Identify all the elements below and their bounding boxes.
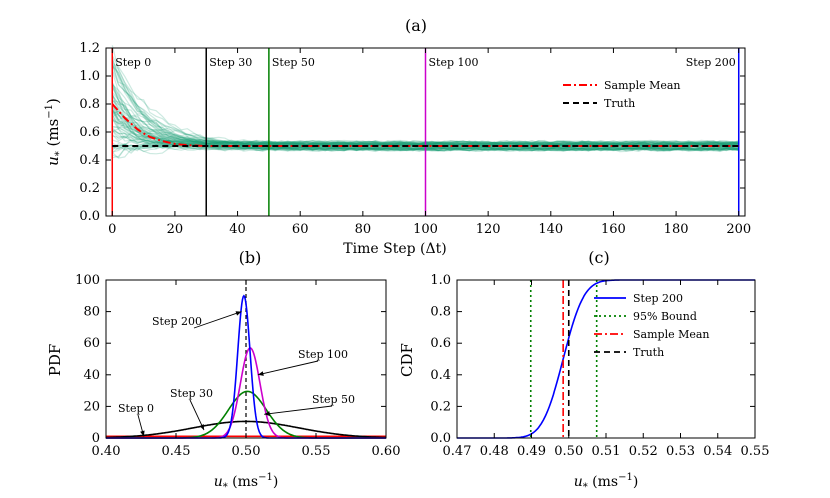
panel-a-ylabel: u* (ms−1) bbox=[44, 98, 65, 166]
annotation-step-30-arrowhead bbox=[199, 424, 204, 431]
panel-c-xtick-label: 0.55 bbox=[741, 444, 770, 459]
panel-b-xtick-label: 0.50 bbox=[232, 444, 261, 459]
panel-b-xtick-label: 0.60 bbox=[372, 444, 401, 459]
panel-c-ytick-label: 0.4 bbox=[430, 368, 451, 383]
annotation-step-100-label: Step 100 bbox=[298, 348, 348, 361]
panel-c-xtick-label: 0.49 bbox=[517, 444, 546, 459]
panel-c-frame bbox=[456, 279, 756, 439]
panel-a-xtick-label: 180 bbox=[664, 222, 689, 237]
panel-c-xtick-label: 0.52 bbox=[629, 444, 658, 459]
panel-b-ytick-label: 0 bbox=[92, 431, 100, 446]
annotation-step-50-arrowhead bbox=[264, 411, 270, 416]
annotation-step-0-label: Step 0 bbox=[118, 402, 154, 415]
panel-a-ytick-label: 0.4 bbox=[79, 153, 100, 168]
panel-b-ytick-label: 100 bbox=[75, 273, 100, 288]
panel-c-title: (c) bbox=[588, 248, 609, 267]
panel-a-xtick-label: 200 bbox=[726, 222, 751, 237]
panel-a-legend: Sample Mean Truth bbox=[563, 79, 681, 110]
panel-c-legend: Step 200 95% Bound Sample Mean Truth bbox=[594, 292, 710, 359]
annotation-step-200-arrowhead bbox=[235, 311, 242, 316]
panel-a-xlabel: Time Step (Δt) bbox=[343, 241, 446, 257]
panel-c-xtick-label: 0.50 bbox=[554, 444, 583, 459]
panel-c-ytick-label: 1.0 bbox=[430, 273, 451, 288]
panel-a-ytick-label: 0.6 bbox=[79, 125, 100, 140]
panel-b-xtick-label: 0.40 bbox=[92, 444, 121, 459]
panel-a-xtick-label: 40 bbox=[229, 222, 246, 237]
panel-c-ytick-label: 0.8 bbox=[430, 305, 451, 320]
pdf-step-30-curve bbox=[106, 420, 386, 439]
panel-a-chart: Step 0 Step 30 Step 50 Step 100 Step 200 0 20… bbox=[44, 41, 751, 257]
panel-c-xtick-label: 0.53 bbox=[666, 444, 695, 459]
step-label-step-30: Step 30 bbox=[209, 56, 252, 69]
panel-c-ytick-label: 0.6 bbox=[430, 336, 451, 351]
panel-a-xtick-label: 0 bbox=[108, 222, 116, 237]
annotation-step-50-arrow bbox=[264, 405, 333, 415]
panel-c-ytick-label: 0.0 bbox=[430, 431, 451, 446]
panel-a-ytick-label: 0.8 bbox=[79, 97, 100, 112]
step-label-step-50: Step 50 bbox=[272, 56, 315, 69]
annotation-step-100-arrowhead bbox=[257, 371, 264, 376]
panel-b-ytick-label: 80 bbox=[83, 305, 100, 320]
annotation-step-50-label: Step 50 bbox=[312, 393, 355, 406]
panel-c-xtick-label: 0.54 bbox=[703, 444, 732, 459]
panel-c-ylabel: CDF bbox=[398, 343, 416, 377]
panel-a-frame bbox=[105, 47, 746, 217]
cdf-step-200-curve bbox=[457, 279, 755, 439]
panel-a-xtick-label: 120 bbox=[476, 222, 501, 237]
panel-a-title: (a) bbox=[405, 16, 427, 35]
panel-b-xtick-label: 0.45 bbox=[162, 444, 191, 459]
panel-c-xtick-label: 0.51 bbox=[592, 444, 621, 459]
panel-b-frame bbox=[105, 279, 387, 439]
panel-c-xlabel: u* (ms−1) bbox=[574, 472, 639, 493]
annotation-step-200-label: Step 200 bbox=[152, 315, 202, 328]
panel-a-xtick-label: 100 bbox=[413, 222, 438, 237]
legend-c-sample-mean-label: Sample Mean bbox=[633, 328, 710, 341]
panel-a-xtick-label: 160 bbox=[601, 222, 626, 237]
panel-c-xtick-label: 0.47 bbox=[443, 444, 472, 459]
panel-c-chart: 0.47 0.48 0.49 0.50 0.51 0.52 0.53 0.54 0.55 0.0 0… bbox=[398, 273, 769, 493]
panel-b-ytick-label: 60 bbox=[83, 336, 100, 351]
panel-a-ytick-label: 0.0 bbox=[79, 209, 100, 224]
legend-sample-mean-label: Sample Mean bbox=[604, 79, 681, 92]
panel-a-ytick-label: 1.0 bbox=[79, 69, 100, 84]
annotation-step-100-arrow bbox=[257, 360, 319, 376]
panel-a-xtick-label: 140 bbox=[538, 222, 563, 237]
panel-b-ytick-label: 40 bbox=[83, 368, 100, 383]
annotation-step-200-arrow bbox=[193, 311, 242, 329]
step-label-step-100: Step 100 bbox=[429, 56, 479, 69]
annotation-step-30-label: Step 30 bbox=[170, 387, 213, 400]
panel-b-ylabel: PDF bbox=[46, 344, 64, 377]
legend-truth-label: Truth bbox=[604, 97, 635, 110]
panel-c-ytick-label: 0.2 bbox=[430, 399, 451, 414]
legend-c-step-200-label: Step 200 bbox=[633, 292, 683, 305]
panel-a-xtick-label: 20 bbox=[167, 222, 184, 237]
legend-c-truth-label: Truth bbox=[633, 346, 664, 359]
panel-a-ytick-label: 0.2 bbox=[79, 181, 100, 196]
step-label-step-0: Step 0 bbox=[115, 56, 151, 69]
legend-c-95-bound-label: 95% Bound bbox=[633, 310, 697, 323]
panel-a-ytick-label: 1.2 bbox=[79, 41, 100, 56]
panel-b-xlabel: u* (ms−1) bbox=[214, 472, 279, 493]
panel-b-title: (b) bbox=[239, 248, 262, 267]
panel-b-xtick-label: 0.55 bbox=[302, 444, 331, 459]
annotation-step-30-arrow bbox=[189, 399, 205, 431]
panel-a-xtick-label: 80 bbox=[355, 222, 372, 237]
annotation-step-0-arrowhead bbox=[140, 430, 145, 437]
panel-b-chart: 0.40 0.45 0.50 0.55 0.60 0 20 40 60 80 100 Step 20… bbox=[46, 273, 400, 493]
panel-a-xtick-label: 60 bbox=[292, 222, 309, 237]
panel-c-xtick-label: 0.48 bbox=[480, 444, 509, 459]
panel-b-ytick-label: 20 bbox=[83, 399, 100, 414]
step-label-step-200: Step 200 bbox=[686, 56, 736, 69]
